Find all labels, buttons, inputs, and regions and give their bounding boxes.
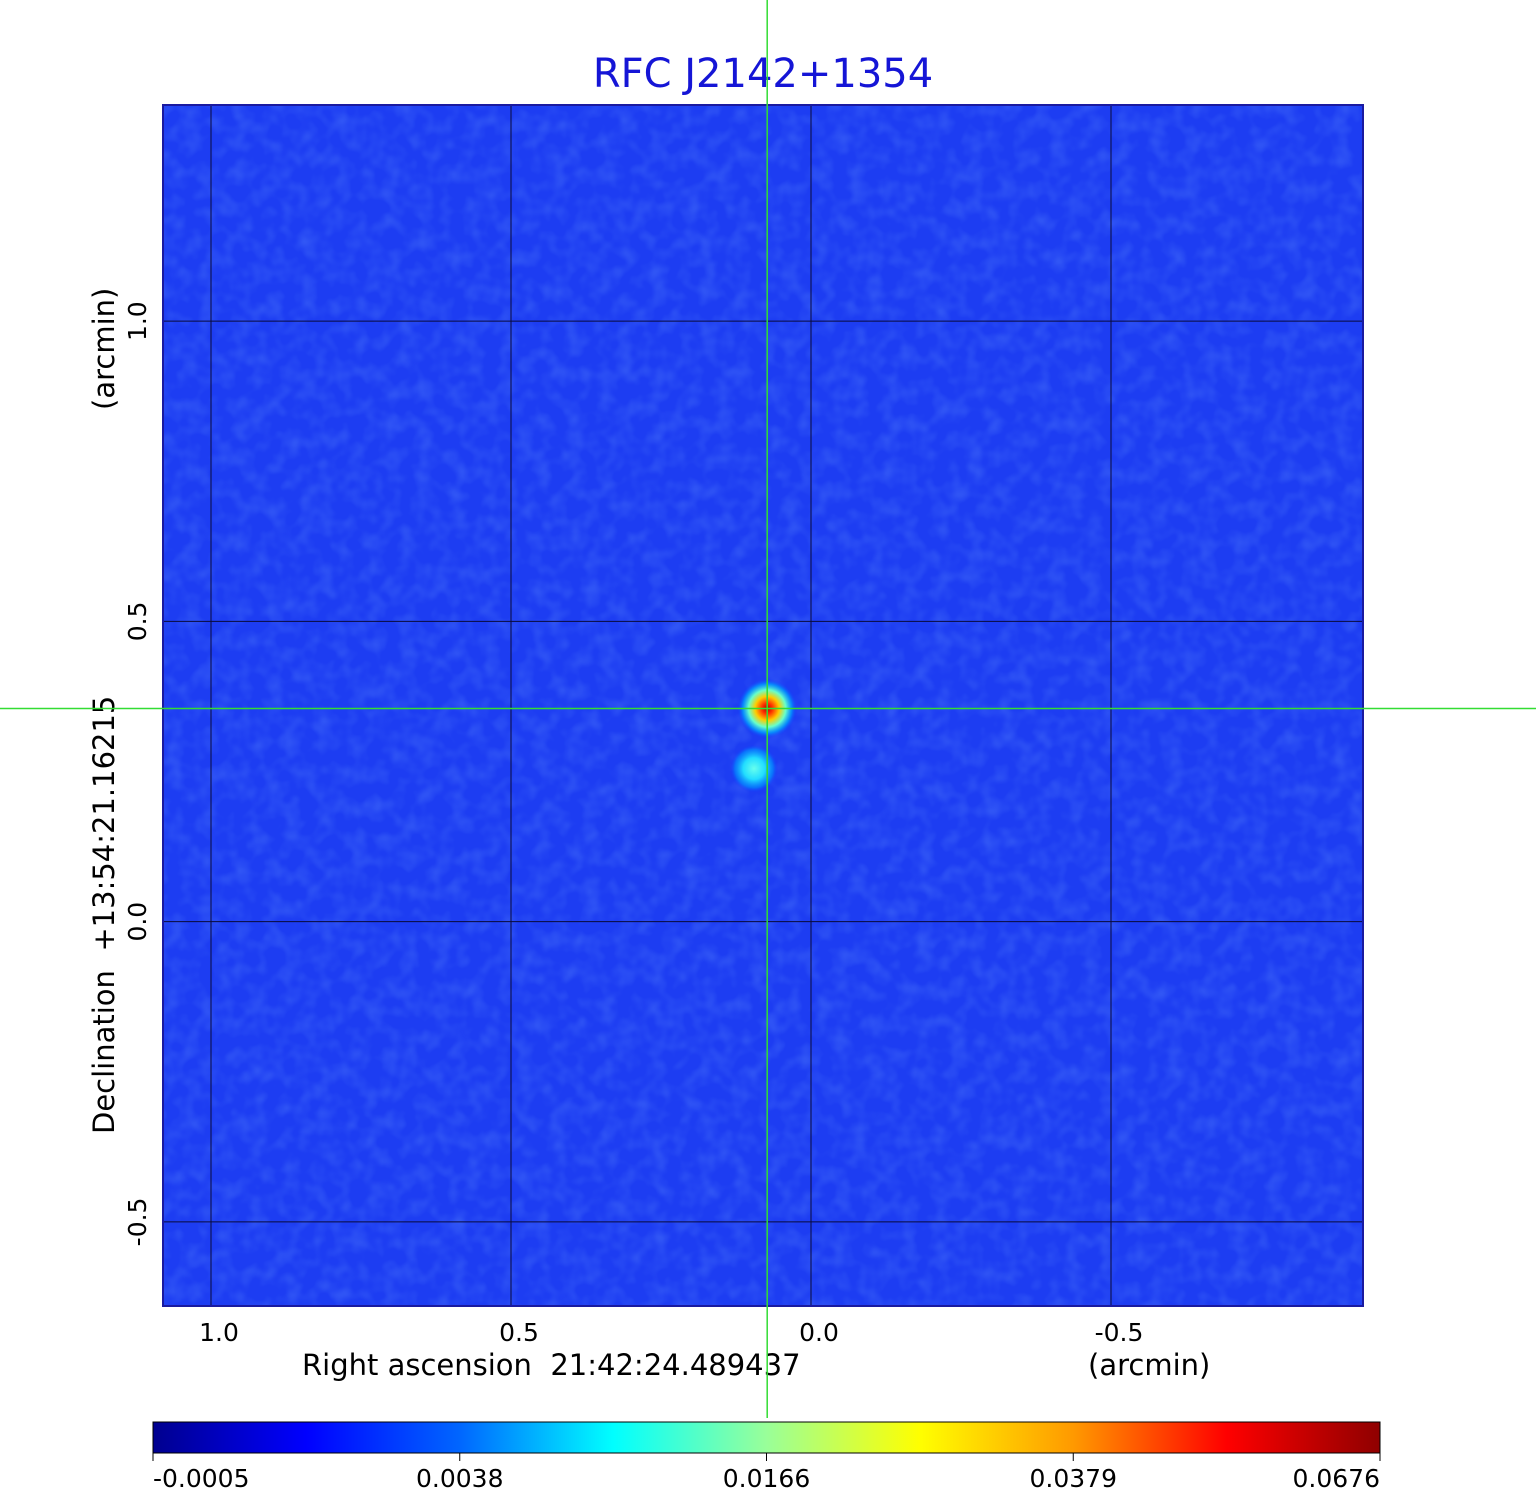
- x-tick-labels: 1.0 0.5 0.0 -0.5: [199, 1318, 1143, 1347]
- x-tick-label: 0.0: [799, 1318, 839, 1347]
- colorbar-tick-label: -0.0005: [153, 1464, 250, 1493]
- colorbar-tick-label: 0.0038: [416, 1464, 503, 1493]
- y-tick-label: -0.5: [123, 1198, 152, 1247]
- x-axis-unit: (arcmin): [1088, 1348, 1210, 1382]
- image-panel: [162, 104, 1364, 1307]
- colorbar-ticks: -0.0005 0.0038 0.0166 0.0379 0.0676: [152, 1453, 1381, 1493]
- colorbar-gradient: [152, 1421, 1381, 1454]
- image-frame: [162, 104, 1364, 1307]
- y-axis-unit: (arcmin): [87, 288, 121, 410]
- y-tick-label: 1.0: [123, 301, 152, 341]
- x-tick-label: 0.5: [499, 1318, 539, 1347]
- chart-title: RFC J2142+1354: [593, 51, 933, 97]
- y-axis-label: Declination +13:54:21.16215: [87, 696, 121, 1134]
- colorbar: -0.0005 0.0038 0.0166 0.0379 0.0676: [152, 1421, 1381, 1493]
- crosshair: [0, 0, 1536, 1418]
- source-blob: [730, 744, 778, 793]
- y-tick-label: 0.0: [123, 902, 152, 942]
- grid-lines: [163, 105, 1363, 1306]
- x-axis-label: Right ascension 21:42:24.489437: [302, 1348, 801, 1382]
- x-tick-label: -0.5: [1095, 1318, 1144, 1347]
- colorbar-tick-label: 0.0166: [723, 1464, 810, 1493]
- y-tick-label: 0.5: [123, 602, 152, 642]
- x-tick-label: 1.0: [199, 1318, 239, 1347]
- colorbar-tick-label: 0.0676: [1293, 1464, 1380, 1493]
- colorbar-tick-label: 0.0379: [1030, 1464, 1117, 1493]
- y-tick-labels: 1.0 0.5 0.0 -0.5: [123, 301, 152, 1246]
